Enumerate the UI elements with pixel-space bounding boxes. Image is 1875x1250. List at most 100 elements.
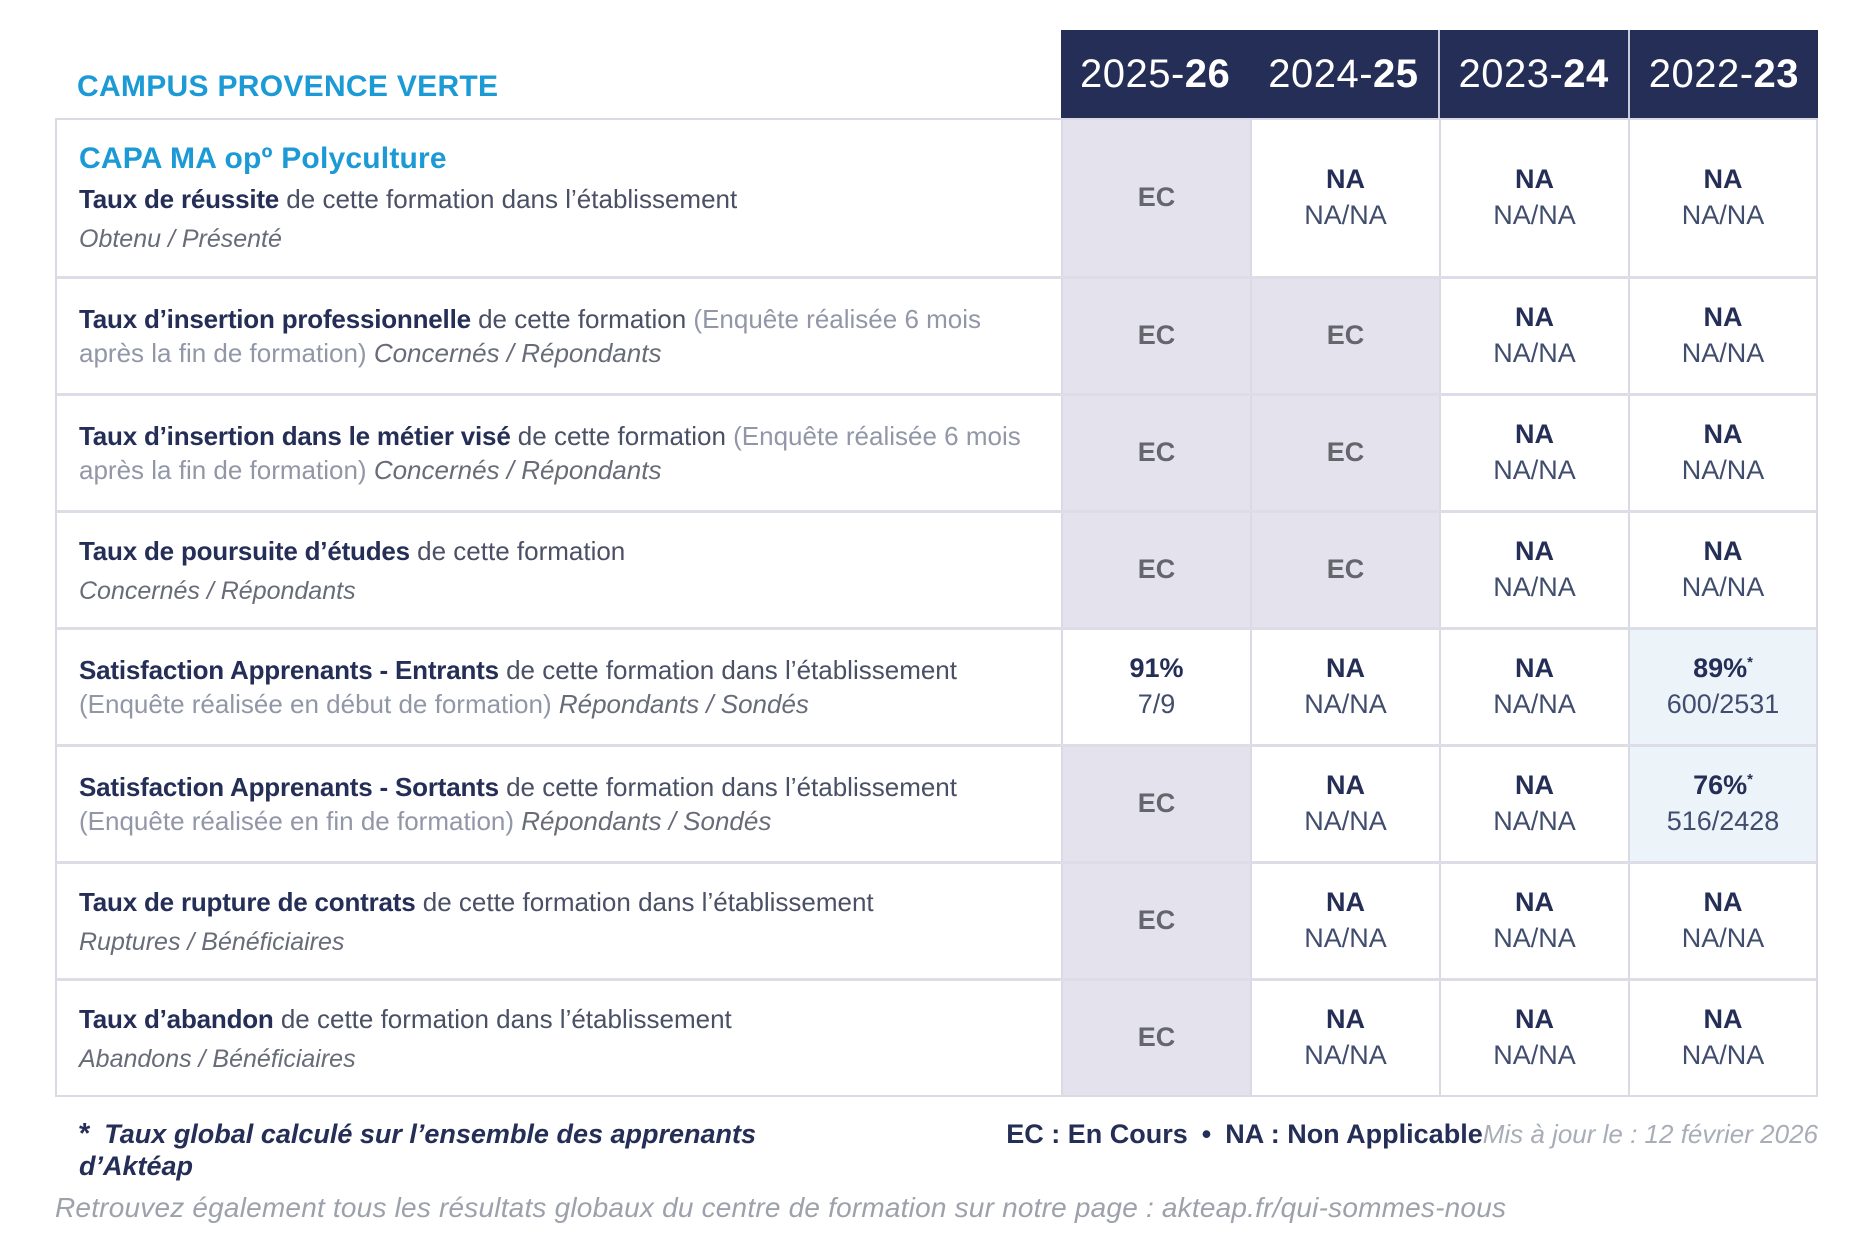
row-label-text: Satisfaction Apprenants - Sortants de ce… (79, 770, 1035, 839)
value-cell: EC (1061, 747, 1250, 861)
value-sub: NA/NA (1493, 923, 1576, 953)
value-sub: NA/NA (1493, 689, 1576, 719)
value-sub: NA/NA (1493, 1040, 1576, 1070)
value-cell: NA NA/NA (1439, 279, 1628, 393)
indicator-survey-note: (Enquête réalisée 6 mois après la fin de… (79, 303, 982, 368)
indicator-ratio-label: Abandons / Bénéficiaires (79, 1044, 356, 1073)
table-row: Taux d’insertion professionnelle de cett… (57, 276, 1816, 393)
value-main: EC (1326, 437, 1365, 468)
indicator-ratio-label: Concernés / Répondants (79, 576, 356, 605)
row-label-text: Taux d’insertion professionnelle de cett… (79, 302, 1035, 371)
asterisk-icon: * (79, 1118, 91, 1150)
indicator-title: Taux d’insertion professionnelle (79, 303, 471, 334)
row-label: Taux d’insertion dans le métier visé de … (57, 396, 1061, 510)
value-main: NA (1515, 164, 1554, 195)
value-sub: NA/NA (1681, 923, 1765, 953)
row-label-text: Taux de rupture de contrats de cette for… (79, 885, 1035, 919)
table-row: CAPA MA opº Polyculture Taux de réussite … (57, 120, 1816, 276)
indicator-title: Taux de poursuite d’études (79, 536, 410, 567)
value-cell: EC (1250, 513, 1439, 627)
value-cell: EC (1250, 396, 1439, 510)
value-main: 76%* (1693, 770, 1753, 801)
value-sub: NA/NA (1681, 338, 1765, 368)
value-main: NA (1326, 1004, 1365, 1035)
value-sub: NA/NA (1304, 689, 1387, 719)
value-main: NA (1515, 653, 1554, 684)
updated-date: Mis à jour le : 12 février 2026 (1482, 1119, 1818, 1149)
year-column-2022-23: 2022- 23 (1627, 30, 1818, 118)
value-sub: NA/NA (1681, 455, 1765, 485)
value-main: NA (1515, 770, 1554, 801)
value-cell: NA NA/NA (1628, 120, 1816, 276)
campus-title: CAMPUS PROVENCE VERTE (77, 70, 499, 103)
indicator-description: de cette formation dans l’établissement (415, 887, 874, 918)
value-sub: 600/2531 (1666, 689, 1780, 719)
bullet-icon: • (1201, 1119, 1212, 1149)
indicator-ratio-label: Concernés / Répondants (373, 455, 662, 485)
row-label: Satisfaction Apprenants - Sortants de ce… (57, 747, 1061, 861)
year-bold: 25 (1373, 51, 1419, 96)
indicator-title: Taux d’insertion dans le métier visé (79, 420, 511, 451)
value-main: NA (1703, 536, 1743, 567)
indicator-description: de cette formation (470, 303, 694, 334)
value-main: EC (1137, 320, 1176, 351)
indicator-description: de cette formation dans l’établissement (498, 654, 957, 685)
value-cell: NA NA/NA (1250, 630, 1439, 744)
value-sub: NA/NA (1681, 1040, 1765, 1070)
value-main: NA (1515, 1004, 1554, 1035)
indicator-description: de cette formation dans l’établissement (273, 1004, 732, 1035)
table-row: Taux d’abandon de cette formation dans l… (57, 978, 1816, 1095)
row-label-text: Taux de réussite de cette formation dans… (79, 182, 1035, 216)
indicator-title: Taux d’abandon (79, 1004, 274, 1035)
year-bold: 26 (1184, 51, 1231, 96)
value-main: EC (1137, 437, 1176, 468)
value-cell: NA NA/NA (1439, 981, 1628, 1095)
asterisk-icon: * (1747, 772, 1753, 789)
table-row: Taux de poursuite d’études de cette form… (57, 510, 1816, 627)
value-main: NA (1326, 770, 1365, 801)
row-label-text: Satisfaction Apprenants - Entrants de ce… (79, 653, 1035, 722)
row-label-text: Taux de poursuite d’études de cette form… (79, 534, 1035, 568)
value-cell: EC (1061, 279, 1250, 393)
year-pre: 2023- (1458, 51, 1564, 96)
indicator-description: de cette formation dans l’établissement (279, 184, 738, 215)
value-main: EC (1137, 554, 1176, 585)
value-cell: NA NA/NA (1439, 120, 1628, 276)
legend-na: NA : Non Applicable (1225, 1119, 1483, 1149)
asterisk-icon: * (1747, 655, 1753, 672)
year-pre: 2024- (1268, 51, 1374, 96)
value-sub: NA/NA (1304, 923, 1387, 953)
value-cell: EC (1061, 513, 1250, 627)
year-header-block: 2025- 26 2024- 25 2023- 24 2022- 23 (1061, 30, 1818, 118)
indicator-ratio-label: Obtenu / Présenté (79, 224, 282, 253)
year-column-2023-24: 2023- 24 (1437, 30, 1628, 118)
value-main: EC (1137, 788, 1176, 819)
value-cell: NA NA/NA (1628, 279, 1816, 393)
year-bold: 23 (1753, 51, 1800, 96)
value-sub: NA/NA (1304, 806, 1387, 836)
row-label-text: Taux d’insertion dans le métier visé de … (79, 419, 1035, 488)
year-pre: 2022- (1648, 51, 1754, 96)
value-cell: NA NA/NA (1628, 981, 1816, 1095)
indicator-ratio-label: Répondants / Sondés (558, 689, 809, 719)
value-main: NA (1326, 164, 1365, 195)
footer-row: * Taux global calculé sur l’ensemble des … (55, 1118, 1818, 1182)
bottom-note: Retrouvez également tous les résultats g… (55, 1192, 1507, 1223)
table-header: CAMPUS PROVENCE VERTE 2025- 26 2024- 25 20… (55, 30, 1818, 118)
row-label: Satisfaction Apprenants - Entrants de ce… (57, 630, 1061, 744)
program-title: CAPA MA opº Polyculture (79, 142, 447, 176)
value-main: 89%* (1693, 653, 1753, 684)
indicator-survey-note: (Enquête réalisée en début de formation) (79, 689, 559, 719)
value-main: EC (1137, 905, 1176, 936)
value-cell: 89%* 600/2531 (1628, 630, 1816, 744)
legend-ec: EC : En Cours (1006, 1119, 1188, 1149)
value-cell: EC (1061, 981, 1250, 1095)
indicator-description: de cette formation (510, 420, 734, 451)
value-main: NA (1326, 653, 1365, 684)
value-sub: NA/NA (1493, 572, 1576, 602)
value-main: EC (1137, 1022, 1176, 1053)
value-main: NA (1326, 887, 1365, 918)
value-main: NA (1703, 164, 1743, 195)
row-label: Taux de poursuite d’études de cette form… (57, 513, 1061, 627)
indicator-title: Satisfaction Apprenants - Sortants (79, 771, 499, 802)
